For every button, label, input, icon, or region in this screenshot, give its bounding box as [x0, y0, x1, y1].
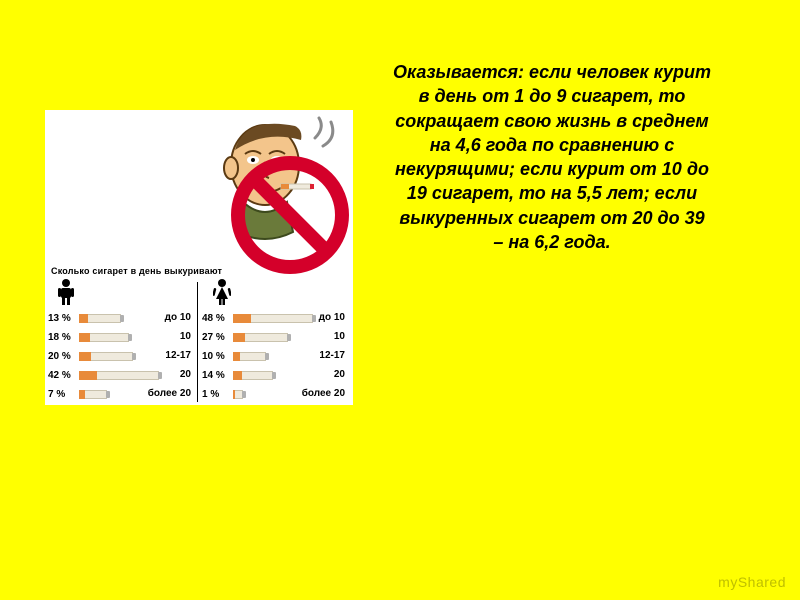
- slide: Оказывается: если человек курит в день о…: [0, 0, 800, 600]
- female-icon: [213, 279, 231, 305]
- range-label: 12-17: [165, 350, 191, 361]
- percent-label: 20 %: [48, 351, 78, 362]
- percent-label: 42 %: [48, 370, 78, 381]
- watermark: myShared: [718, 574, 786, 590]
- cigarette-bar: [79, 352, 133, 361]
- bar-row: 42 % 20: [45, 367, 195, 385]
- watermark-right: Shared: [738, 574, 786, 590]
- cigarette-bar: [233, 371, 273, 380]
- percent-label: 7 %: [48, 389, 78, 400]
- cigarette-bar: [79, 333, 129, 342]
- infographic-title: Сколько сигарет в день выкуривают: [51, 266, 222, 276]
- percent-label: 48 %: [202, 313, 232, 324]
- infographic-card: Сколько сигарет в день выкуривают 13 % до…: [45, 110, 353, 405]
- bar-row: 13 % до 10: [45, 310, 195, 328]
- percent-label: 1 %: [202, 389, 232, 400]
- bar-row: 20 % 12-17: [45, 348, 195, 366]
- range-label: 10: [334, 331, 345, 342]
- cigarette-bar: [233, 333, 288, 342]
- male-icon: [57, 279, 75, 305]
- body-text: Оказывается: если человек курит в день о…: [392, 60, 712, 254]
- bar-row: 27 % 10: [199, 329, 349, 347]
- range-label: 12-17: [319, 350, 345, 361]
- range-label: более 20: [302, 388, 345, 399]
- percent-label: 14 %: [202, 370, 232, 381]
- range-label: до 10: [319, 312, 345, 323]
- bar-row: 18 % 10: [45, 329, 195, 347]
- no-smoking-illustration: [195, 110, 365, 280]
- cigarette-bar: [79, 371, 159, 380]
- bar-row: 7 % более 20: [45, 386, 195, 404]
- percent-label: 18 %: [48, 332, 78, 343]
- cigarette-bar: [79, 314, 121, 323]
- range-label: до 10: [165, 312, 191, 323]
- range-label: 10: [180, 331, 191, 342]
- column-divider: [197, 282, 198, 402]
- watermark-left: my: [718, 574, 738, 590]
- percent-label: 10 %: [202, 351, 232, 362]
- cigarette-bar: [233, 314, 313, 323]
- bar-row: 1 % более 20: [199, 386, 349, 404]
- range-label: 20: [180, 369, 191, 380]
- cigarette-bar: [233, 352, 266, 361]
- cigarette-bar: [233, 390, 243, 399]
- bar-row: 48 % до 10: [199, 310, 349, 328]
- range-label: более 20: [148, 388, 191, 399]
- percent-label: 13 %: [48, 313, 78, 324]
- range-label: 20: [334, 369, 345, 380]
- percent-label: 27 %: [202, 332, 232, 343]
- bar-row: 14 % 20: [199, 367, 349, 385]
- cigarette-bar: [79, 390, 107, 399]
- bar-row: 10 % 12-17: [199, 348, 349, 366]
